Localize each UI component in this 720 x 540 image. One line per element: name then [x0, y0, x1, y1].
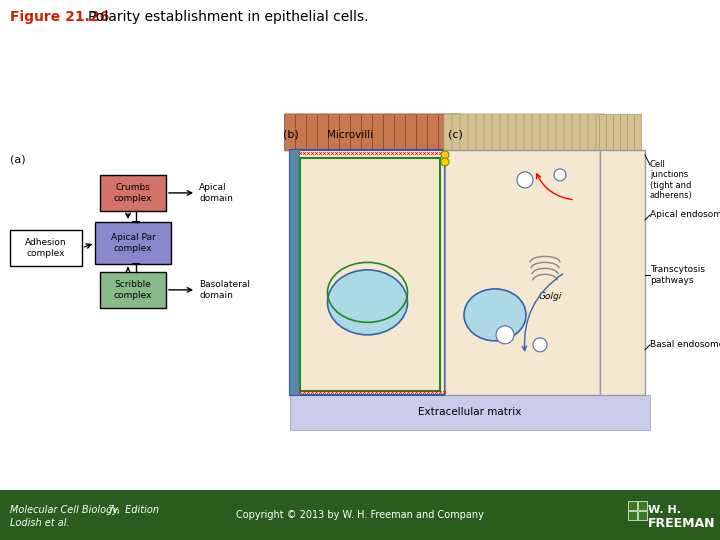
Bar — [290, 395, 650, 430]
Circle shape — [554, 169, 566, 181]
FancyBboxPatch shape — [588, 114, 597, 151]
Text: Basal endosome: Basal endosome — [650, 340, 720, 349]
FancyBboxPatch shape — [540, 114, 549, 151]
FancyBboxPatch shape — [613, 114, 621, 151]
Text: Microvilli: Microvilli — [327, 130, 373, 140]
FancyBboxPatch shape — [452, 114, 461, 151]
FancyBboxPatch shape — [516, 114, 525, 151]
FancyBboxPatch shape — [476, 114, 485, 151]
FancyBboxPatch shape — [307, 114, 318, 151]
FancyBboxPatch shape — [428, 114, 438, 151]
FancyBboxPatch shape — [438, 114, 449, 151]
Text: Apical
domain: Apical domain — [199, 183, 233, 202]
FancyBboxPatch shape — [484, 114, 493, 151]
Text: Cell
junctions
(tight and
adherens): Cell junctions (tight and adherens) — [650, 160, 693, 200]
FancyBboxPatch shape — [295, 114, 307, 151]
FancyBboxPatch shape — [492, 114, 501, 151]
Circle shape — [517, 172, 533, 188]
Bar — [290, 150, 300, 395]
Bar — [600, 150, 645, 395]
Text: Basolateral
domain: Basolateral domain — [199, 280, 250, 300]
Bar — [100, 175, 166, 211]
Text: (a): (a) — [10, 155, 26, 165]
Text: Edition: Edition — [122, 505, 159, 515]
FancyBboxPatch shape — [556, 114, 565, 151]
FancyBboxPatch shape — [405, 114, 416, 151]
FancyBboxPatch shape — [444, 114, 453, 151]
FancyBboxPatch shape — [351, 114, 361, 151]
FancyBboxPatch shape — [580, 114, 589, 151]
FancyBboxPatch shape — [621, 114, 628, 151]
FancyBboxPatch shape — [596, 114, 605, 151]
FancyBboxPatch shape — [532, 114, 541, 151]
Circle shape — [441, 151, 449, 159]
FancyBboxPatch shape — [606, 114, 613, 151]
FancyBboxPatch shape — [508, 114, 517, 151]
Circle shape — [496, 326, 514, 344]
FancyBboxPatch shape — [384, 114, 395, 151]
Text: Extracellular matrix: Extracellular matrix — [418, 407, 522, 417]
FancyBboxPatch shape — [548, 114, 557, 151]
FancyBboxPatch shape — [500, 114, 509, 151]
Text: FREEMAN: FREEMAN — [648, 517, 716, 530]
FancyBboxPatch shape — [416, 114, 428, 151]
Text: Transcytosis
pathways: Transcytosis pathways — [650, 265, 705, 285]
FancyBboxPatch shape — [634, 114, 642, 151]
Text: Lodish et al.: Lodish et al. — [10, 518, 70, 528]
Text: Polarity establishment in epithelial cells.: Polarity establishment in epithelial cel… — [88, 10, 369, 24]
FancyBboxPatch shape — [572, 114, 581, 151]
Bar — [95, 222, 171, 264]
Circle shape — [533, 338, 547, 352]
Bar — [300, 158, 440, 391]
Text: Molecular Cell Biology,: Molecular Cell Biology, — [10, 505, 124, 515]
Text: Crumbs
complex: Crumbs complex — [114, 183, 152, 202]
Text: Copyright © 2013 by W. H. Freeman and Company: Copyright © 2013 by W. H. Freeman and Co… — [236, 510, 484, 520]
Text: Adhesion
complex: Adhesion complex — [25, 238, 67, 258]
FancyBboxPatch shape — [284, 114, 295, 151]
Text: Apical Par
complex: Apical Par complex — [111, 233, 156, 253]
FancyBboxPatch shape — [328, 114, 340, 151]
Bar — [10, 230, 82, 266]
FancyBboxPatch shape — [372, 114, 384, 151]
FancyBboxPatch shape — [340, 114, 351, 151]
FancyBboxPatch shape — [628, 114, 634, 151]
Bar — [290, 150, 445, 395]
FancyBboxPatch shape — [361, 114, 372, 151]
Text: th: th — [113, 508, 120, 514]
Text: W. H.: W. H. — [648, 505, 681, 515]
Text: (c): (c) — [448, 130, 463, 140]
Text: (b): (b) — [283, 130, 299, 140]
Text: 7: 7 — [107, 505, 113, 515]
Text: Figure 21.26: Figure 21.26 — [10, 10, 109, 24]
Bar — [638, 511, 647, 520]
FancyBboxPatch shape — [449, 114, 461, 151]
Text: Apical endosome: Apical endosome — [650, 211, 720, 219]
Circle shape — [441, 158, 449, 166]
Bar — [628, 501, 637, 510]
Ellipse shape — [328, 270, 408, 335]
Bar — [445, 150, 600, 395]
Bar — [638, 501, 647, 510]
Text: Scribble
complex: Scribble complex — [114, 280, 152, 300]
FancyBboxPatch shape — [468, 114, 477, 151]
Text: Golgi: Golgi — [539, 292, 562, 301]
Bar — [628, 511, 637, 520]
Ellipse shape — [464, 289, 526, 341]
Bar — [100, 272, 166, 308]
FancyBboxPatch shape — [395, 114, 405, 151]
FancyBboxPatch shape — [600, 114, 606, 151]
FancyBboxPatch shape — [564, 114, 573, 151]
FancyBboxPatch shape — [318, 114, 328, 151]
FancyBboxPatch shape — [460, 114, 469, 151]
FancyBboxPatch shape — [524, 114, 533, 151]
